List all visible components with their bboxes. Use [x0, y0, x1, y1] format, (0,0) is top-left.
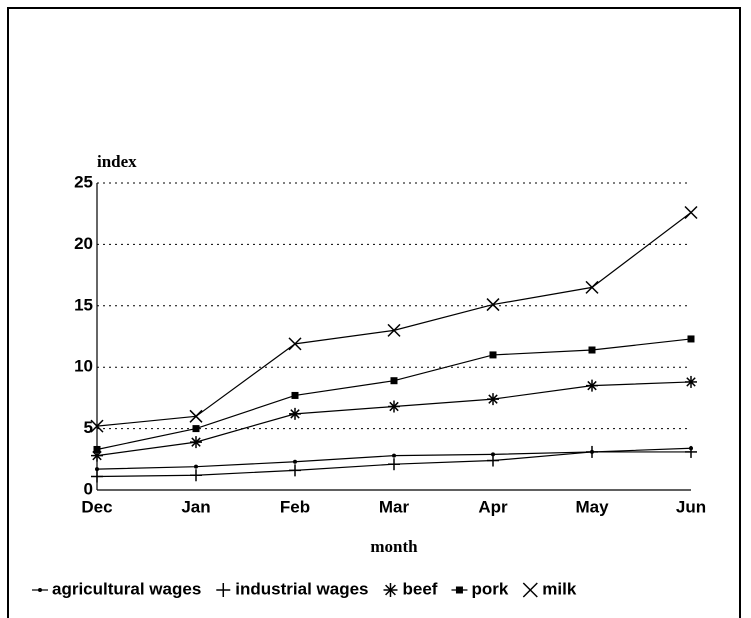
y-tick-label: 10 [74, 357, 93, 376]
y-tick-label: 5 [84, 418, 93, 437]
marker [586, 379, 598, 392]
marker [687, 335, 695, 343]
marker-square [390, 377, 398, 385]
marker [487, 454, 499, 467]
marker [189, 409, 203, 423]
x-tick-label: May [575, 497, 609, 516]
marker [522, 582, 538, 598]
marker-dot [95, 467, 99, 472]
y-axis-label: index [97, 152, 137, 171]
marker [95, 467, 99, 472]
marker-dot [194, 464, 198, 469]
marker [383, 583, 398, 597]
x-tick-label: Apr [478, 497, 508, 516]
marker [487, 393, 499, 406]
legend-label: milk [542, 579, 577, 598]
frame [7, 7, 741, 618]
marker-stroke [585, 280, 599, 294]
y-tick-label: 0 [84, 479, 93, 498]
marker-dot [293, 459, 297, 464]
marker [685, 445, 697, 458]
marker-stroke [387, 323, 401, 337]
y-tick-label: 20 [74, 234, 93, 253]
x-axis-label: month [370, 537, 418, 556]
legend-label: industrial wages [235, 579, 368, 598]
x-tick-label: Jun [676, 497, 706, 516]
x-tick-label: Feb [280, 497, 310, 516]
marker [192, 425, 200, 433]
marker [684, 205, 698, 220]
marker-square [93, 445, 101, 453]
marker [486, 298, 500, 312]
legend-label: agricultural wages [52, 579, 201, 598]
marker [289, 407, 301, 420]
marker-square [291, 391, 299, 399]
marker-dot [392, 453, 396, 458]
marker [288, 337, 302, 351]
marker-stroke [684, 205, 698, 220]
marker [289, 464, 301, 477]
marker-square [192, 425, 200, 433]
marker [91, 470, 103, 483]
legend-label: beef [402, 579, 437, 598]
series-line [96, 338, 692, 451]
x-tick-label: Mar [379, 497, 410, 516]
marker-stroke [90, 419, 104, 433]
marker [293, 459, 297, 464]
marker [685, 375, 697, 388]
marker [216, 583, 231, 597]
marker-dot [491, 452, 495, 457]
marker [390, 377, 398, 385]
marker [388, 400, 400, 413]
marker [387, 323, 401, 337]
marker [194, 464, 198, 469]
x-tick-label: Jan [181, 497, 210, 516]
marker [388, 458, 400, 471]
marker-stroke [189, 409, 203, 423]
marker [585, 280, 599, 294]
y-tick-label: 15 [74, 295, 93, 314]
marker [586, 445, 598, 458]
marker-stroke [486, 298, 500, 312]
marker-stroke [288, 337, 302, 351]
x-tick-label: Dec [81, 497, 112, 516]
marker [588, 346, 596, 354]
marker [90, 419, 104, 433]
marker [190, 469, 202, 482]
legend-label: pork [471, 579, 508, 598]
marker [491, 452, 495, 457]
marker [489, 351, 497, 359]
marker-square [687, 335, 695, 343]
marker-square [489, 351, 497, 359]
y-tick-label: 25 [74, 172, 93, 191]
marker-square [588, 346, 596, 354]
marker [93, 445, 101, 453]
marker-stroke [522, 582, 538, 598]
marker [392, 453, 396, 458]
series-line [96, 381, 692, 457]
marker [291, 391, 299, 399]
marker [190, 436, 202, 449]
